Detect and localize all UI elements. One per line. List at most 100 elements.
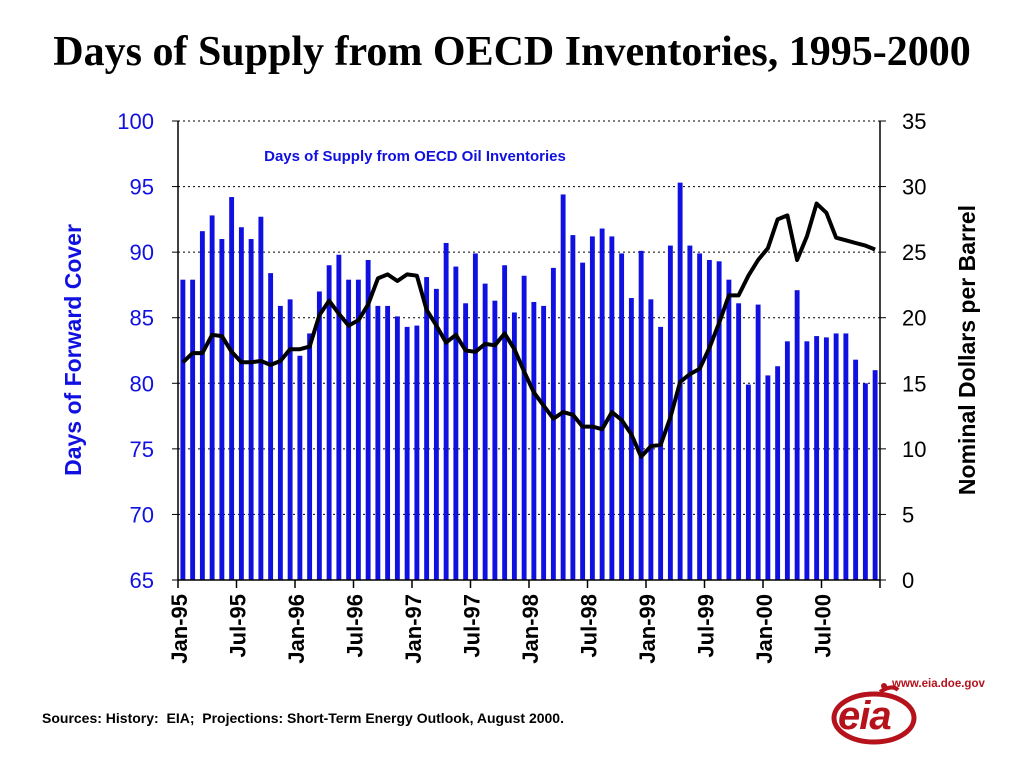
y-tick-label: 85 [130,306,154,331]
x-tick-label: Jan-99 [635,594,660,664]
bar [609,236,615,581]
y-axis-label: Days of Forward Cover [60,224,86,476]
y2-tick-label: 30 [902,175,926,200]
chart: 65 70 75 80 85 90 95 100 0 5 10 15 20 25 30 35 Jan-95 Jul… [60,109,980,664]
x-tick-label: Jan-95 [167,594,192,664]
price-line [181,201,876,459]
bar [248,239,254,580]
bar [394,316,400,580]
bar [365,260,371,580]
bar [238,227,244,580]
x-tick-label: Jul-95 [226,594,251,658]
bar [794,290,800,580]
y-tick-label: 70 [130,502,154,527]
bar [190,279,196,580]
bar [472,253,478,580]
bar [570,235,576,580]
bar [599,228,605,580]
bar [326,265,332,580]
bar [687,245,693,581]
bar [316,291,322,580]
y-tick-label: 95 [130,175,154,200]
bar-series [180,182,878,581]
bar [765,375,771,580]
bar [219,239,225,580]
bar [209,215,215,580]
bar [580,262,586,580]
bar [424,277,430,580]
bar [862,383,868,580]
bar [775,366,781,580]
x-tick-label: Jul-99 [694,594,719,658]
x-tick-label: Jul-98 [577,594,602,658]
x-tick-label: Jul-00 [811,594,836,658]
y2-tick-label: 0 [902,568,914,593]
bar [355,279,361,580]
bar [297,355,303,580]
bar [307,333,313,580]
y-tick-label: 65 [130,568,154,593]
bar [706,260,712,580]
x-tick-label: Jan-97 [401,594,426,664]
bar [375,305,381,580]
y-tick-label: 100 [117,109,154,134]
logo-wordmark: eia [838,694,892,738]
y-tick-label: 80 [130,371,154,396]
y2-tick-label: 5 [902,502,914,527]
bar [531,301,537,580]
bar [560,194,566,580]
bar [716,261,722,580]
bar [619,253,625,580]
y2-tick-label: 20 [902,306,926,331]
x-tick-label: Jan-96 [284,594,309,664]
bar [872,370,878,580]
bar [404,326,410,580]
bar [443,242,449,580]
bar [287,299,293,580]
bar [385,305,391,580]
bar [853,359,859,580]
y-tick-label: 90 [130,240,154,265]
bar [541,305,547,580]
bar [658,326,664,580]
bar [502,265,508,580]
sources-note: Sources: History: EIA; Projections: Shor… [42,710,564,726]
bar [277,305,283,580]
bar [843,333,849,580]
bar [180,279,186,580]
series-label: Days of Supply from OECD Oil Inventories [264,148,566,165]
x-tick-label: Jul-96 [343,594,368,658]
y2-tick-label: 35 [902,109,926,134]
bar [823,337,829,580]
page-title: Days of Supply from OECD Inventories, 19… [53,29,971,75]
bar [745,384,751,580]
y2-tick-label: 15 [902,371,926,396]
y-tick-label: 75 [130,437,154,462]
y2-axis-label: Nominal Dollars per Barrel [954,205,980,495]
bar [453,266,459,580]
bar [648,299,654,580]
bar [346,279,352,580]
bar [511,312,517,580]
bar [589,236,595,581]
axes: 65 70 75 80 85 90 95 100 0 5 10 15 20 25 30 35 Jan-95 Jul… [117,109,926,664]
bar [336,254,342,580]
bar [814,336,820,580]
bar [463,303,469,580]
logo-url[interactable]: www.eia.doe.gov [892,678,985,690]
bar [229,197,235,580]
eia-logo[interactable]: www.eia.doe.gov eia [828,676,1004,748]
bar [638,250,644,580]
bar [784,341,790,580]
bar [521,275,527,580]
x-tick-label: Jan-00 [752,594,777,664]
bar [833,333,839,580]
x-tick-label: Jan-98 [518,594,543,664]
bar [804,341,810,580]
bar [414,325,420,580]
x-tick-label: Jul-97 [460,594,485,658]
y2-tick-label: 25 [902,240,926,265]
bar [736,303,742,580]
bar [755,304,761,580]
gridlines [178,120,880,515]
